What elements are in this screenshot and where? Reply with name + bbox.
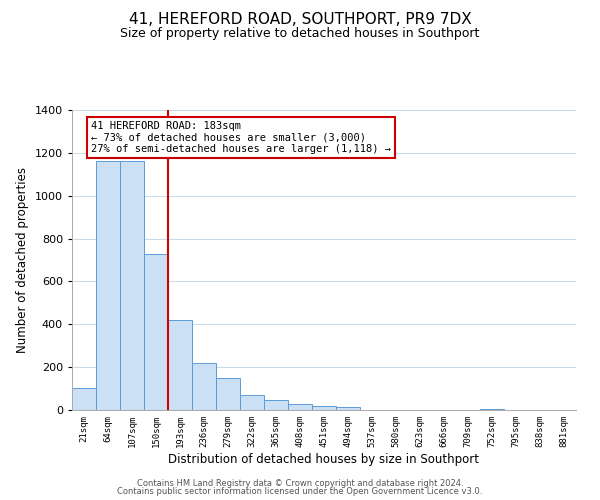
Text: Size of property relative to detached houses in Southport: Size of property relative to detached ho… [121,28,479,40]
Bar [288,404,312,410]
Text: Contains public sector information licensed under the Open Government Licence v3: Contains public sector information licen… [118,487,482,496]
Bar [480,409,504,410]
Bar [264,400,288,410]
Bar [120,162,144,410]
Bar [96,162,120,410]
Bar [72,388,96,410]
X-axis label: Distribution of detached houses by size in Southport: Distribution of detached houses by size … [169,452,479,466]
Bar [144,254,168,410]
Bar [192,363,216,410]
Bar [216,378,240,410]
Bar [240,395,264,410]
Bar [168,320,192,410]
Text: 41 HEREFORD ROAD: 183sqm
← 73% of detached houses are smaller (3,000)
27% of sem: 41 HEREFORD ROAD: 183sqm ← 73% of detach… [91,120,391,154]
Text: Contains HM Land Registry data © Crown copyright and database right 2024.: Contains HM Land Registry data © Crown c… [137,478,463,488]
Text: 41, HEREFORD ROAD, SOUTHPORT, PR9 7DX: 41, HEREFORD ROAD, SOUTHPORT, PR9 7DX [128,12,472,28]
Bar [312,406,336,410]
Bar [336,407,360,410]
Y-axis label: Number of detached properties: Number of detached properties [16,167,29,353]
